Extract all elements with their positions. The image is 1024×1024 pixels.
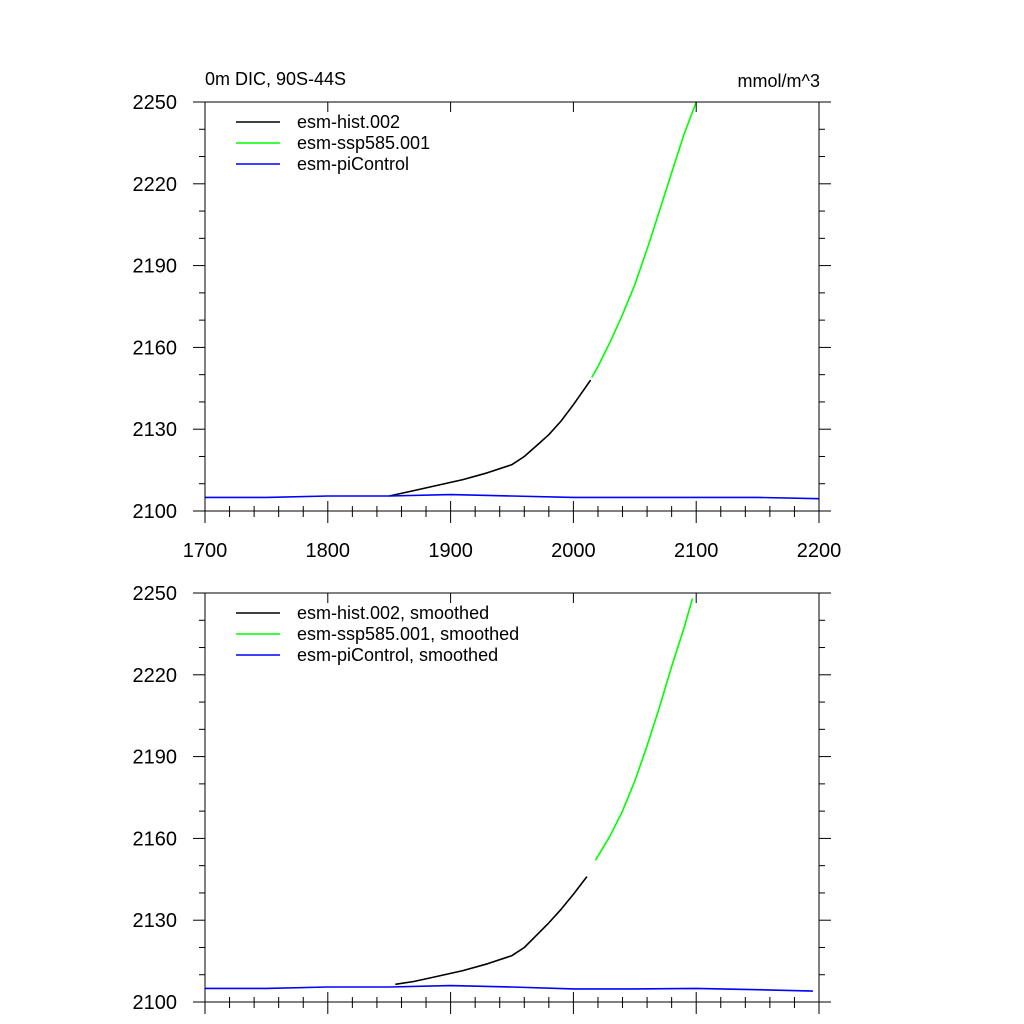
y-tick-label: 2130: [133, 910, 178, 932]
legend-label: esm-hist.002, smoothed: [297, 603, 489, 623]
x-tick-label: 2200: [797, 540, 842, 562]
y-tick-label: 2100: [133, 992, 178, 1014]
y-tick-label: 2190: [133, 747, 178, 769]
y-tick-label: 2130: [133, 419, 178, 441]
series-line-0: [395, 876, 588, 986]
y-tick-label: 2220: [133, 665, 178, 687]
y-tick-label: 2250: [133, 583, 178, 605]
legend-label: esm-piControl: [297, 154, 409, 174]
y-tick-label: 2220: [133, 174, 178, 196]
y-tick-label: 2160: [133, 337, 178, 359]
x-tick-label: 1800: [306, 540, 351, 562]
legend-label: esm-ssp585.001, smoothed: [297, 624, 519, 644]
series-line-1: [594, 598, 694, 861]
chart-title: 0m DIC, 90S-44S: [205, 69, 346, 89]
series-line-0: [389, 379, 592, 497]
series-line-2: [205, 984, 813, 992]
x-tick-label: 1700: [183, 540, 228, 562]
y-tick-label: 2100: [133, 501, 178, 523]
panel-raw: 0m DIC, 90S-44S mmol/m^3 1700 1800 1900 200…: [133, 69, 842, 562]
legend-label: esm-hist.002: [297, 112, 400, 132]
legend-label: esm-ssp585.001: [297, 133, 430, 153]
series-line-2: [205, 493, 820, 500]
plot-frame: [204, 592, 820, 1003]
x-tick-label: 2000: [551, 540, 596, 562]
y-tick-label: 2190: [133, 256, 178, 278]
legend-label: esm-piControl, smoothed: [297, 645, 498, 665]
y-tick-label: 2250: [133, 92, 178, 114]
x-tick-label: 2100: [674, 540, 719, 562]
panel-smoothed: 2100 2130 2160 2190 2220 2250 esm-hist.002, s…: [133, 583, 831, 1014]
units-label: mmol/m^3: [738, 71, 820, 91]
x-tick-label: 1900: [428, 540, 473, 562]
series-line-1: [591, 101, 697, 378]
plot-frame: [204, 101, 820, 512]
y-tick-label: 2160: [133, 828, 178, 850]
